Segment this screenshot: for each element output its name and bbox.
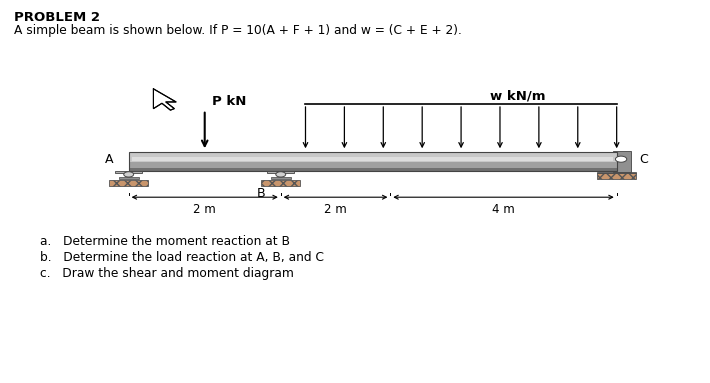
- Bar: [271, 177, 291, 178]
- Bar: [129, 162, 617, 168]
- Text: P kN: P kN: [212, 95, 246, 108]
- Bar: [129, 154, 617, 162]
- Bar: [597, 172, 636, 173]
- Text: a.   Determine the moment reaction at B: a. Determine the moment reaction at B: [40, 235, 290, 248]
- Circle shape: [616, 156, 627, 162]
- Text: A simple beam is shown below. If P = 10(A + F + 1) and w = (C + E + 2).: A simple beam is shown below. If P = 10(…: [14, 24, 462, 37]
- Bar: [613, 151, 630, 172]
- Bar: [597, 173, 636, 178]
- Bar: [129, 152, 617, 154]
- Bar: [261, 180, 300, 186]
- Text: B: B: [256, 187, 265, 200]
- Text: w kN/m: w kN/m: [490, 89, 545, 102]
- Text: b.   Determine the load reaction at A, B, and C: b. Determine the load reaction at A, B, …: [40, 251, 324, 264]
- Bar: [109, 180, 148, 186]
- Bar: [129, 152, 617, 170]
- Circle shape: [275, 172, 285, 177]
- Bar: [129, 168, 617, 170]
- Text: 2 m: 2 m: [193, 203, 216, 216]
- Bar: [115, 170, 142, 173]
- Text: 4 m: 4 m: [492, 203, 515, 216]
- Bar: [267, 170, 294, 173]
- Text: c.   Draw the shear and moment diagram: c. Draw the shear and moment diagram: [40, 267, 294, 280]
- Text: A: A: [104, 153, 113, 166]
- Text: C: C: [639, 153, 648, 166]
- Polygon shape: [153, 89, 176, 110]
- Bar: [132, 157, 613, 161]
- Circle shape: [124, 172, 133, 177]
- Bar: [119, 177, 138, 178]
- Text: PROBLEM 2: PROBLEM 2: [14, 11, 100, 24]
- Text: 2 m: 2 m: [324, 203, 347, 216]
